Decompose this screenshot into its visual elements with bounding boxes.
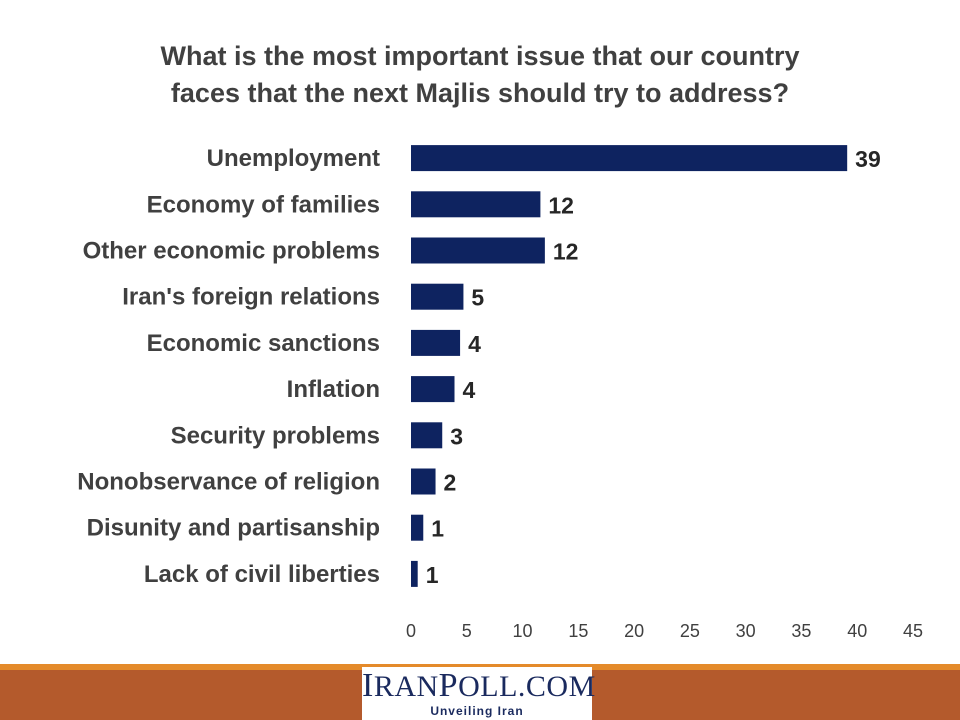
- x-tick-label: 15: [568, 621, 588, 641]
- category-label: Lack of civil liberties: [144, 561, 380, 588]
- bar: [411, 514, 424, 541]
- category-label: Economic sanctions: [147, 330, 380, 357]
- chart-title-line-1: What is the most important issue that ou…: [160, 41, 800, 71]
- data-label: 4: [468, 331, 481, 357]
- category-label: Economy of families: [147, 191, 380, 218]
- data-label: 39: [855, 146, 881, 172]
- bar: [411, 191, 541, 218]
- x-tick-label: 30: [736, 621, 756, 641]
- category-label: Disunity and partisanship: [87, 515, 380, 542]
- bar: [411, 560, 418, 587]
- bar: [411, 145, 848, 172]
- category-label: Security problems: [171, 422, 380, 449]
- bar: [411, 468, 436, 495]
- bar: [411, 283, 464, 310]
- data-label: 5: [471, 285, 484, 311]
- x-tick-label: 5: [462, 621, 472, 641]
- data-label: 1: [426, 562, 439, 588]
- data-label: 12: [548, 192, 574, 218]
- bar: [411, 237, 545, 264]
- category-label: Inflation: [287, 376, 380, 403]
- x-tick-label: 35: [791, 621, 811, 641]
- x-tick-label: 40: [847, 621, 867, 641]
- category-label: Other economic problems: [83, 238, 380, 265]
- data-label: 2: [444, 470, 457, 496]
- logo-tagline: Unveiling Iran: [430, 704, 524, 718]
- x-tick-label: 20: [624, 621, 644, 641]
- data-label: 4: [463, 377, 476, 403]
- x-tick-label: 10: [513, 621, 533, 641]
- x-tick-label: 45: [903, 621, 923, 641]
- category-label: Iran's foreign relations: [122, 284, 380, 311]
- bar: [411, 422, 443, 449]
- x-tick-label: 0: [406, 621, 416, 641]
- chart-title-line-2: faces that the next Majlis should try to…: [170, 78, 790, 108]
- category-label: Unemployment: [207, 145, 380, 172]
- data-label: 1: [431, 516, 444, 542]
- bar: [411, 376, 455, 403]
- iranpoll-logo: IRANPOLL.COM Unveiling Iran: [362, 667, 596, 720]
- x-tick-label: 25: [680, 621, 700, 641]
- chart-title: What is the most important issue that ou…: [0, 38, 960, 112]
- category-label: Nonobservance of religion: [77, 469, 380, 496]
- logo-wordmark: IRANPOLL.COM: [362, 667, 596, 704]
- bar: [411, 329, 461, 356]
- data-label: 12: [553, 239, 579, 265]
- data-label: 3: [450, 423, 463, 449]
